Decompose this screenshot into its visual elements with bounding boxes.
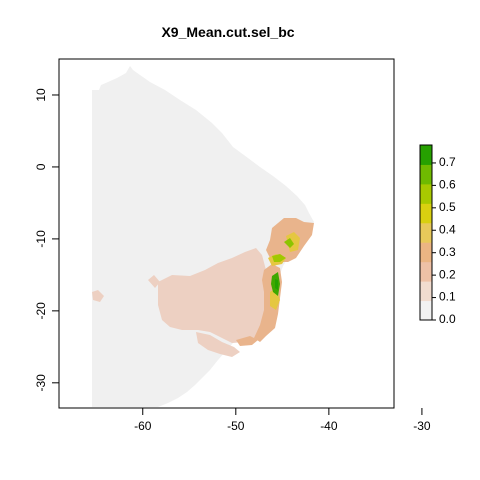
low-suitability-regions xyxy=(92,248,272,357)
low-region-northeast-fragment xyxy=(148,275,160,288)
x-axis: -60 -50 -40 -30 xyxy=(134,408,431,433)
peak-hotspot-middle xyxy=(272,254,286,262)
peak-hotspot-south-core xyxy=(275,279,278,290)
legend-frame xyxy=(419,144,433,321)
y-tick-label: -30 xyxy=(34,374,48,392)
x-tick-label: -40 xyxy=(320,419,338,433)
y-tick-label: -10 xyxy=(34,230,48,248)
x-tick-label: -30 xyxy=(413,419,431,433)
y-tick-label: -20 xyxy=(34,302,48,320)
legend-tick-label: 0.1 xyxy=(439,290,456,304)
chart-title: X9_Mean.cut.sel_bc xyxy=(161,24,294,40)
legend-tick-label: 0.2 xyxy=(439,267,456,281)
coastal-band-tip xyxy=(236,336,258,346)
legend-tick-label: 0.0 xyxy=(439,312,456,326)
plot-frame xyxy=(58,58,395,409)
legend-tick-label: 0.6 xyxy=(439,178,456,192)
legend-color-segment xyxy=(420,203,432,224)
legend-color-segment xyxy=(420,281,432,302)
x-tick-label: -50 xyxy=(227,419,245,433)
legend-color-segment xyxy=(420,164,432,185)
low-region-south-coast xyxy=(196,332,240,357)
y-axis: 10 0 -10 -20 -30 xyxy=(34,88,59,392)
legend-color-segment xyxy=(420,300,432,321)
legend-tick-label: 0.4 xyxy=(439,222,456,236)
legend-color-segment xyxy=(420,183,432,204)
legend-color-segment xyxy=(420,145,432,165)
legend-color-segment xyxy=(420,261,432,282)
peak-hotspot-north xyxy=(284,238,294,248)
low-region-west-fragment xyxy=(92,290,104,302)
color-legend: 0.0 0.1 0.2 0.3 0.4 0.5 0.6 0.7 xyxy=(419,144,456,326)
low-region-southeast xyxy=(158,248,272,343)
y-tick-label: 10 xyxy=(34,88,48,102)
legend-color-segment xyxy=(420,242,432,263)
y-tick-label: 0 xyxy=(34,163,48,170)
legend-color-segment xyxy=(420,222,432,243)
x-tick-label: -60 xyxy=(134,419,152,433)
legend-tick-label: 0.7 xyxy=(439,155,456,169)
peak-suitability-hotspots xyxy=(271,238,294,296)
legend-tick-label: 0.5 xyxy=(439,200,456,214)
legend-tick-label: 0.3 xyxy=(439,245,456,259)
